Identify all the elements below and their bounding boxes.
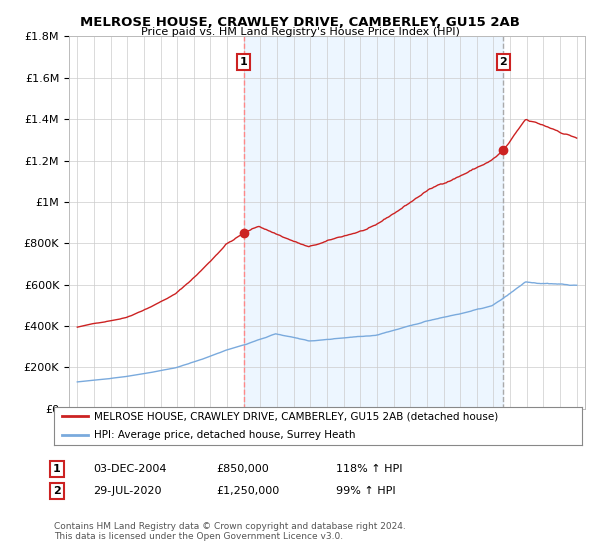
Text: MELROSE HOUSE, CRAWLEY DRIVE, CAMBERLEY, GU15 2AB: MELROSE HOUSE, CRAWLEY DRIVE, CAMBERLEY,… — [80, 16, 520, 29]
Text: Contains HM Land Registry data © Crown copyright and database right 2024.
This d: Contains HM Land Registry data © Crown c… — [54, 522, 406, 542]
Text: £850,000: £850,000 — [216, 464, 269, 474]
Text: 1: 1 — [240, 57, 248, 67]
Text: 29-JUL-2020: 29-JUL-2020 — [93, 486, 161, 496]
Text: 118% ↑ HPI: 118% ↑ HPI — [336, 464, 403, 474]
Text: MELROSE HOUSE, CRAWLEY DRIVE, CAMBERLEY, GU15 2AB (detached house): MELROSE HOUSE, CRAWLEY DRIVE, CAMBERLEY,… — [94, 411, 498, 421]
Text: 2: 2 — [53, 486, 61, 496]
Bar — [244, 36, 503, 409]
Text: £1,250,000: £1,250,000 — [216, 486, 279, 496]
Text: 1: 1 — [53, 464, 61, 474]
Text: HPI: Average price, detached house, Surrey Heath: HPI: Average price, detached house, Surr… — [94, 430, 355, 440]
Text: 99% ↑ HPI: 99% ↑ HPI — [336, 486, 395, 496]
Text: 2: 2 — [500, 57, 508, 67]
Text: 03-DEC-2004: 03-DEC-2004 — [93, 464, 167, 474]
Text: Price paid vs. HM Land Registry's House Price Index (HPI): Price paid vs. HM Land Registry's House … — [140, 27, 460, 37]
